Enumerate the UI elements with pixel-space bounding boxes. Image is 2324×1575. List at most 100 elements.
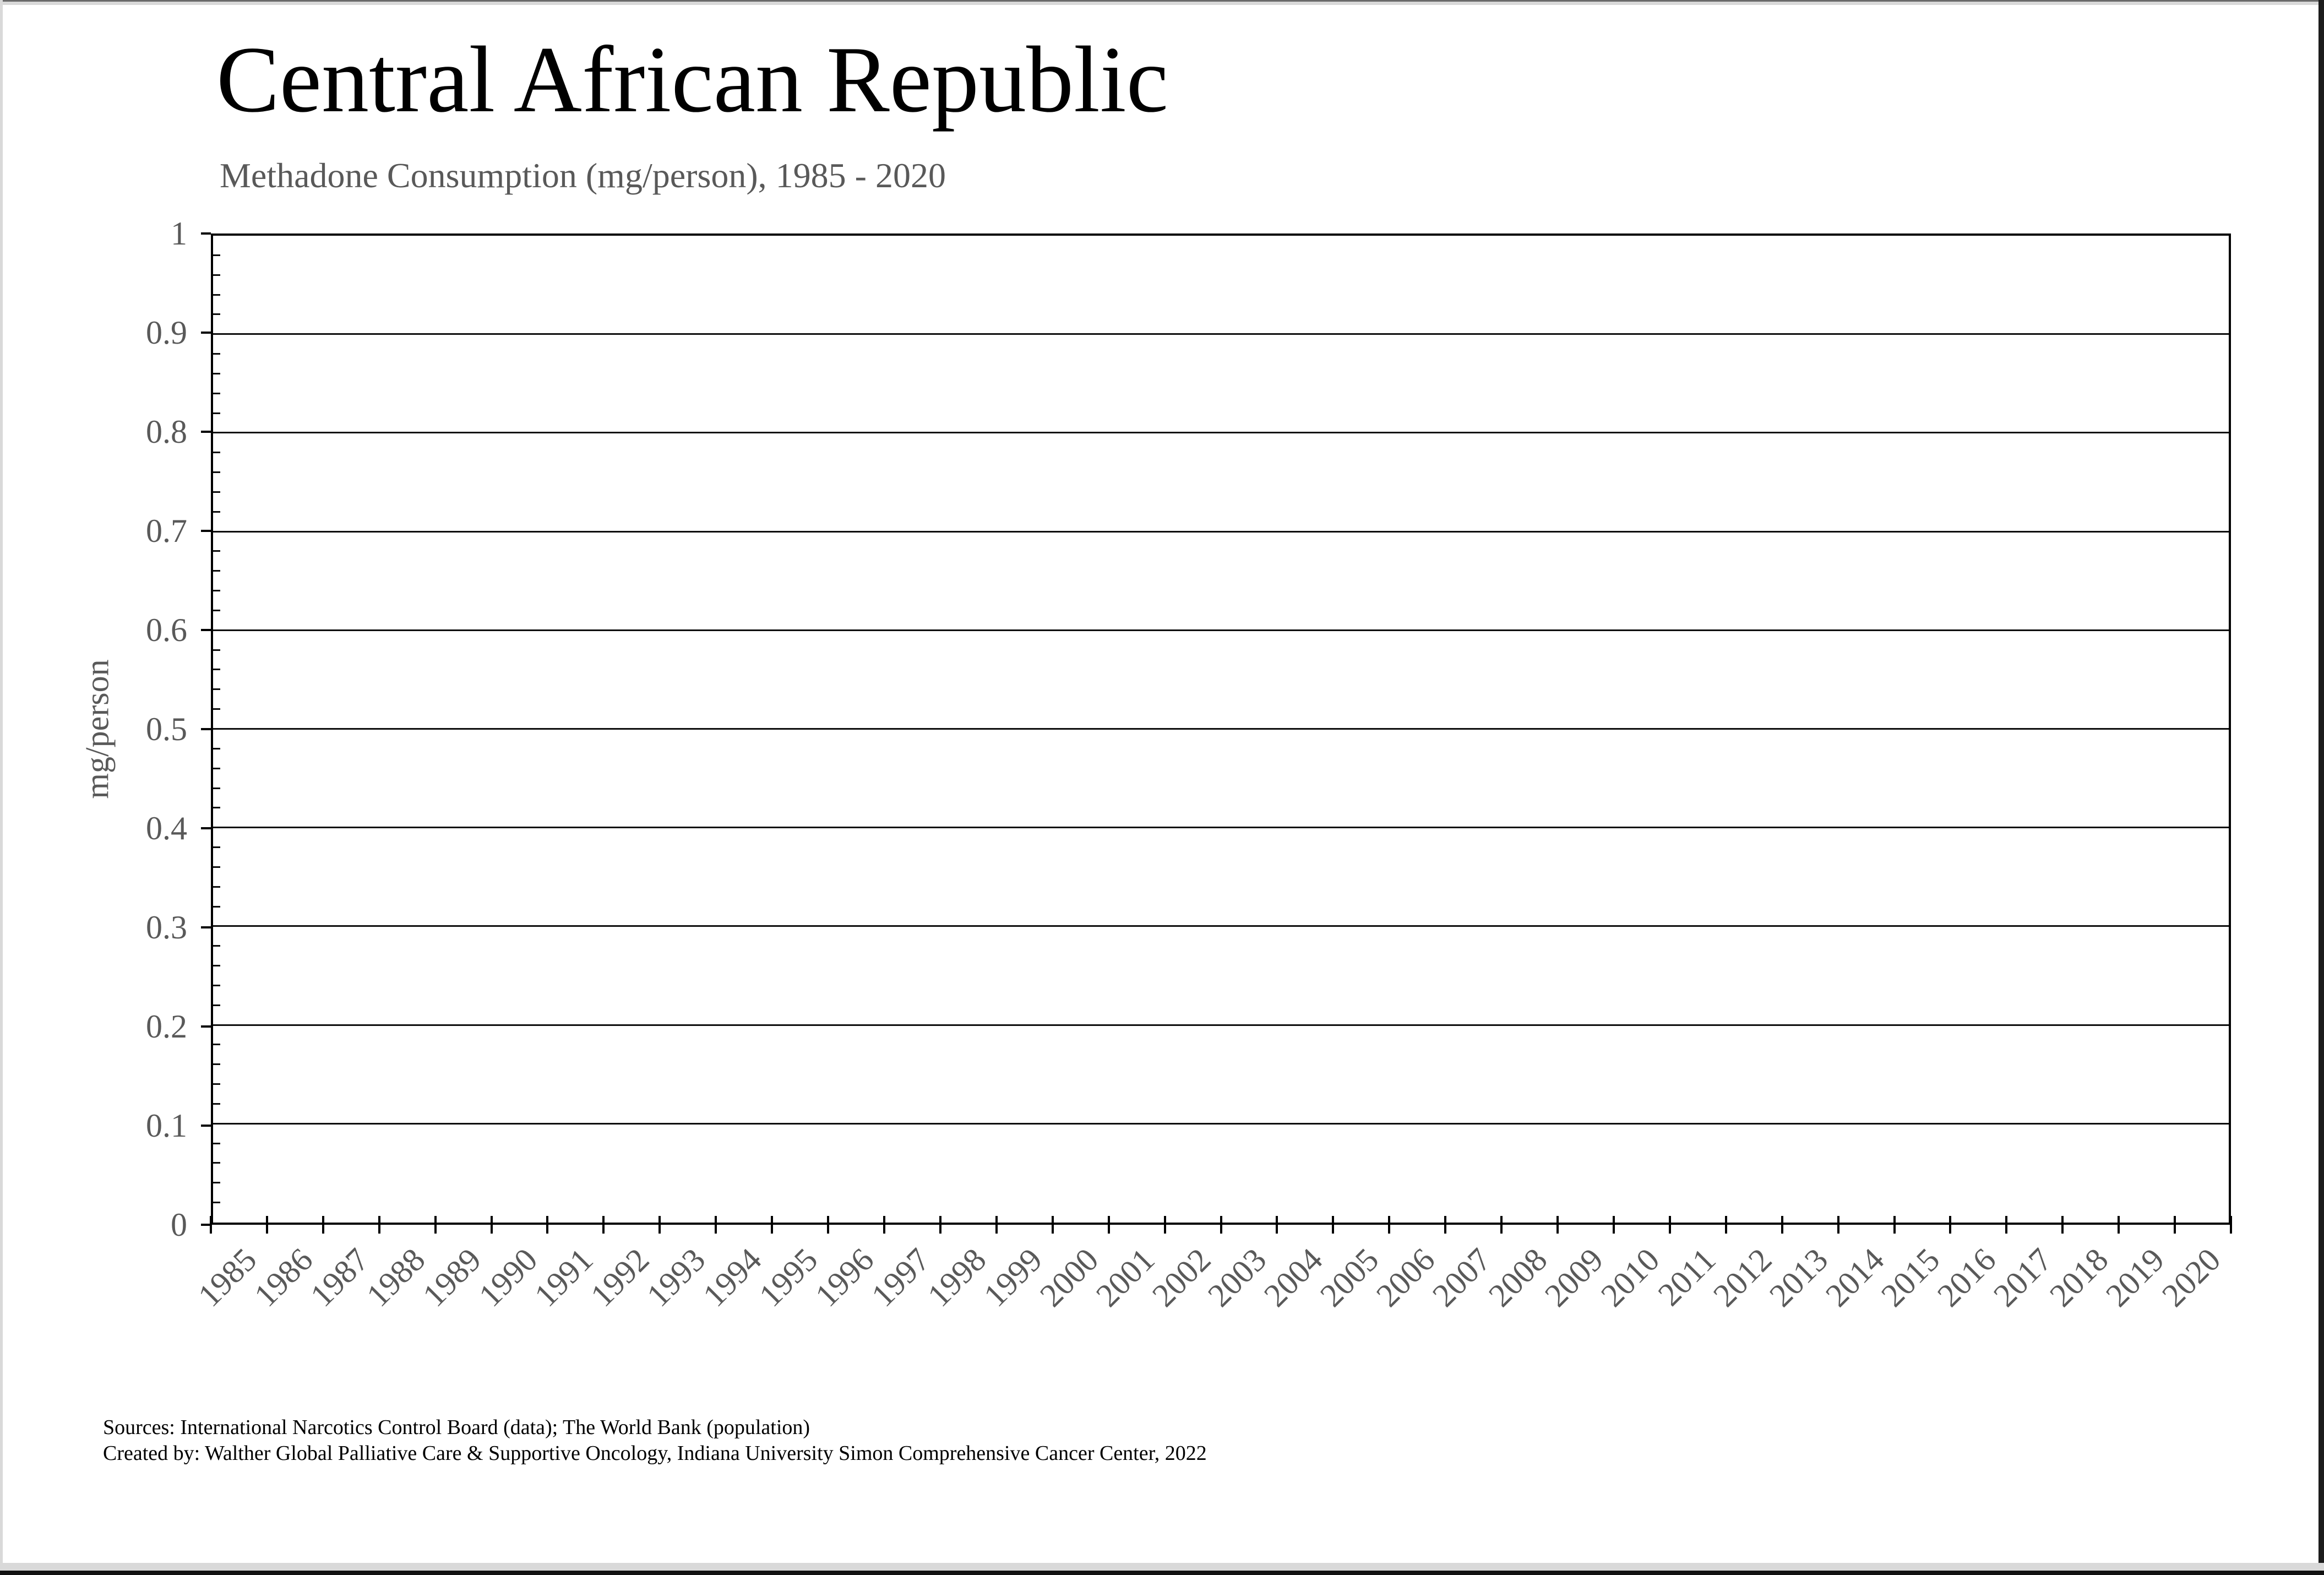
x-tick: [1163, 1216, 1166, 1234]
y-minor-tick: [213, 550, 220, 552]
y-major-tick: [201, 1025, 211, 1028]
y-tick-label: 0: [171, 1207, 187, 1243]
x-tick: [883, 1216, 885, 1234]
y-major-tick: [201, 1125, 211, 1127]
y-minor-tick: [213, 452, 220, 454]
gridline: [213, 1024, 2229, 1026]
x-tick: [1837, 1216, 1839, 1234]
x-axis-tick-labels: 1985 1986 1987 1988 1989 1990 1991 1992 1993 1994…: [191, 1241, 2231, 1397]
y-minor-tick: [213, 1102, 220, 1105]
y-minor-tick: [213, 886, 220, 888]
y-tick-label: 0.5: [146, 711, 187, 747]
y-major-tick: [201, 1224, 211, 1226]
window-border-right: [2318, 0, 2324, 1575]
y-minor-tick: [213, 372, 220, 374]
y-minor-tick: [213, 471, 220, 474]
x-tick: [1500, 1216, 1503, 1234]
x-tick: [602, 1216, 605, 1234]
y-tick-label: 0.2: [146, 1008, 187, 1045]
y-minor-tick: [213, 590, 220, 592]
y-tick-label: 0.7: [146, 513, 187, 549]
gridline: [213, 333, 2229, 335]
y-axis-tick-labels: 1 0.9 0.8 0.7 0.6 0.5 0.4 0.3 0.2 0.1 0: [0, 217, 187, 1241]
y-minor-tick: [213, 412, 220, 414]
y-axis-title: mg/person: [79, 659, 116, 799]
y-minor-tick: [213, 787, 220, 789]
x-tick: [2005, 1216, 2008, 1234]
y-minor-tick: [213, 945, 220, 947]
y-minor-tick: [213, 1162, 220, 1164]
y-tick-label: 0.9: [146, 314, 187, 351]
x-tick: [434, 1216, 437, 1234]
plot-area: [211, 233, 2231, 1225]
x-tick: [1220, 1216, 1222, 1234]
x-tick: [210, 1216, 212, 1234]
x-tick: [1332, 1216, 1335, 1234]
x-tick: [658, 1216, 661, 1234]
x-tick: [2174, 1216, 2176, 1234]
y-minor-tick: [213, 846, 220, 849]
x-tick: [715, 1216, 717, 1234]
x-tick: [1612, 1216, 1615, 1234]
y-tick-label: 0.8: [146, 414, 187, 450]
y-minor-tick: [213, 649, 220, 651]
y-major-tick: [201, 728, 211, 730]
y-tick-label: 1: [171, 215, 187, 252]
window-border-bottom: [0, 1571, 2324, 1575]
y-tick-label: 0.3: [146, 909, 187, 946]
y-major-tick: [201, 232, 211, 235]
y-minor-tick: [213, 767, 220, 769]
window-border-bottom-inner: [0, 1563, 2324, 1571]
y-minor-tick: [213, 353, 220, 355]
x-tick: [1724, 1216, 1727, 1234]
y-major-tick: [201, 926, 211, 928]
window-border-top-inner: [0, 2, 2324, 5]
y-minor-tick: [213, 747, 220, 750]
x-tick: [827, 1216, 830, 1234]
y-minor-tick: [213, 313, 220, 316]
y-axis-major-ticks: [201, 232, 211, 1226]
x-tick: [1107, 1216, 1110, 1234]
x-tick: [995, 1216, 998, 1234]
y-major-tick: [201, 332, 211, 334]
y-major-tick: [201, 431, 211, 433]
y-minor-tick: [213, 807, 220, 809]
gridline: [213, 827, 2229, 829]
x-tick: [939, 1216, 941, 1234]
x-tick: [2118, 1216, 2120, 1234]
x-tick: [2061, 1216, 2064, 1234]
gridline: [213, 629, 2229, 631]
chart-subtitle: Methadone Consumption (mg/person), 1985 …: [220, 156, 946, 195]
y-major-tick: [201, 629, 211, 631]
y-minor-tick: [213, 294, 220, 296]
credit-line: Created by: Walther Global Palliative Ca…: [103, 1442, 1207, 1465]
y-minor-tick: [213, 1063, 220, 1066]
y-minor-tick: [213, 1044, 220, 1046]
y-major-tick: [201, 827, 211, 829]
x-tick: [1388, 1216, 1391, 1234]
x-tick: [378, 1216, 380, 1234]
y-minor-tick: [213, 1202, 220, 1204]
y-minor-tick: [213, 570, 220, 572]
x-tick: [490, 1216, 493, 1234]
y-minor-tick: [213, 669, 220, 671]
x-tick: [1949, 1216, 1952, 1234]
x-axis-ticks: [210, 1216, 2232, 1234]
gridline: [213, 728, 2229, 730]
y-tick-label: 0.4: [146, 810, 187, 846]
y-tick-label: 0.6: [146, 612, 187, 648]
y-minor-tick: [213, 1182, 220, 1184]
gridline: [213, 1122, 2229, 1125]
y-minor-tick: [213, 708, 220, 710]
y-minor-tick: [213, 609, 220, 611]
y-minor-tick: [213, 1004, 220, 1006]
x-tick: [1276, 1216, 1278, 1234]
x-tick: [2230, 1216, 2232, 1234]
gridline: [213, 925, 2229, 927]
chart-title: Central African Republic: [216, 28, 1168, 132]
x-tick: [771, 1216, 774, 1234]
y-minor-tick: [213, 254, 220, 256]
y-minor-tick: [213, 510, 220, 513]
x-tick: [1668, 1216, 1671, 1234]
